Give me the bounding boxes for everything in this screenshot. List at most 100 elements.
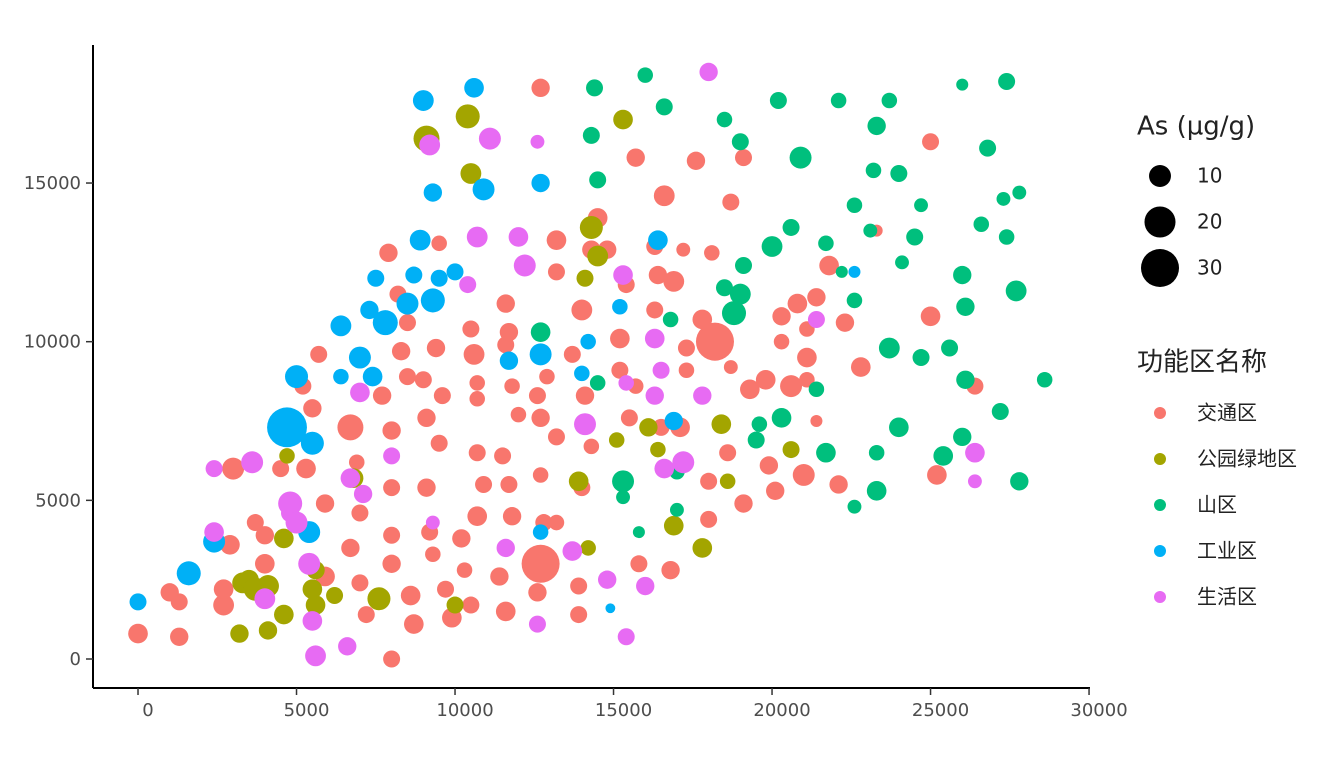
point (530, 134, 545, 149)
point (500, 475, 518, 493)
point (254, 588, 276, 610)
y-tick-label: 0 (70, 649, 81, 670)
point (532, 467, 549, 483)
x-tick-label: 10000 (436, 700, 493, 721)
point (462, 320, 480, 338)
point (400, 585, 421, 606)
point (766, 481, 785, 501)
point (933, 446, 954, 466)
point (513, 254, 536, 277)
point (769, 92, 787, 110)
point (711, 414, 732, 435)
point (285, 365, 309, 389)
point (912, 349, 930, 367)
point (700, 472, 718, 490)
point (580, 333, 596, 350)
legend-key (1154, 407, 1166, 419)
point (367, 587, 391, 611)
point (372, 386, 392, 405)
point (587, 245, 609, 267)
point (278, 491, 303, 516)
point (521, 544, 560, 583)
point (956, 297, 975, 316)
point (574, 365, 590, 382)
point (539, 368, 555, 385)
point (808, 381, 825, 398)
size-legend-key (1149, 165, 1171, 187)
point (611, 361, 629, 379)
point (759, 456, 779, 475)
point (927, 465, 947, 485)
point (772, 307, 791, 326)
point (953, 427, 972, 447)
point (508, 227, 529, 247)
point (661, 560, 680, 580)
point (383, 650, 401, 668)
point (692, 538, 713, 558)
point (868, 444, 885, 461)
point (866, 481, 887, 501)
point (466, 226, 488, 248)
point (459, 276, 477, 294)
legend-label: 公园绿地区 (1197, 447, 1297, 471)
point (302, 579, 323, 600)
point (367, 269, 385, 287)
point (613, 109, 633, 130)
point (782, 441, 800, 459)
point (528, 583, 547, 602)
point (580, 540, 596, 556)
point (446, 263, 464, 281)
point (571, 299, 593, 321)
point (648, 265, 668, 285)
point (699, 62, 718, 82)
point (315, 494, 335, 513)
point (693, 386, 712, 405)
point (204, 522, 224, 542)
point (676, 242, 691, 257)
point (747, 431, 765, 449)
point (398, 368, 416, 386)
point (469, 375, 485, 391)
point (372, 310, 398, 336)
point (740, 379, 760, 400)
point (881, 92, 898, 109)
size-legend-label: 20 (1197, 210, 1222, 234)
point (664, 411, 683, 431)
point (348, 454, 365, 471)
point (437, 580, 455, 598)
point (735, 149, 753, 167)
point (337, 414, 364, 441)
x-tick-label: 15000 (595, 700, 652, 721)
point (419, 134, 441, 156)
point (490, 567, 509, 586)
point (719, 444, 737, 462)
point (456, 562, 473, 578)
point (953, 265, 972, 285)
point (620, 409, 638, 427)
point (734, 494, 753, 513)
point (1036, 372, 1053, 388)
point (998, 229, 1015, 245)
y-tick-label: 15000 (24, 173, 81, 194)
point (333, 368, 349, 385)
point (431, 235, 447, 252)
point (782, 218, 800, 236)
point (677, 339, 695, 357)
point (425, 515, 440, 530)
point (582, 126, 600, 144)
point (636, 576, 655, 596)
point (626, 148, 645, 167)
point (612, 299, 628, 315)
size-legend-key (1144, 206, 1176, 238)
point (576, 269, 594, 287)
point (922, 133, 940, 151)
point (404, 614, 424, 634)
point (414, 371, 432, 389)
point (605, 603, 616, 614)
point (617, 628, 635, 646)
point (462, 596, 480, 614)
point (468, 444, 486, 462)
point (797, 347, 817, 368)
point (469, 391, 485, 407)
x-tick-label: 0 (142, 700, 153, 721)
